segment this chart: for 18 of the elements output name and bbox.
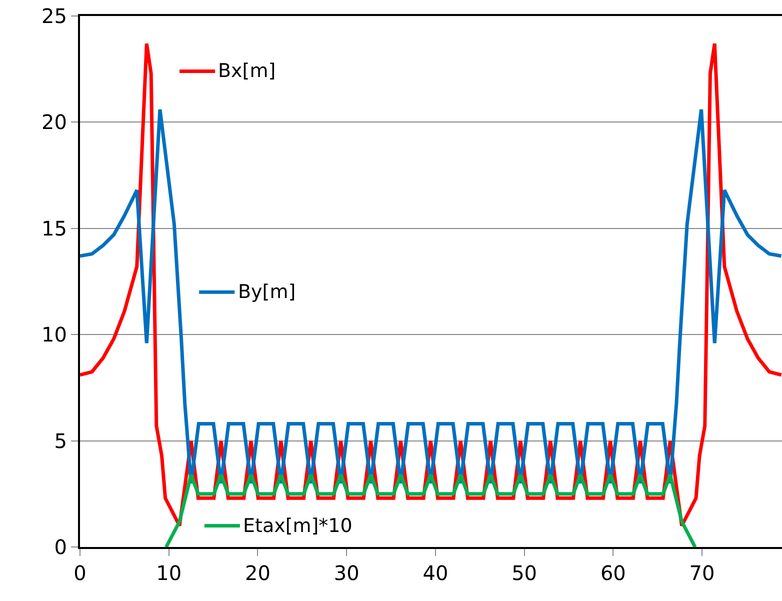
legend-label: Etax[m]*10: [243, 515, 352, 537]
x-tick-label: 20: [244, 561, 270, 585]
x-tick-label: 30: [334, 561, 360, 585]
y-tick-label: 5: [54, 428, 67, 453]
x-tick-label: 0: [74, 561, 86, 585]
x-tick-label: 40: [422, 561, 448, 585]
y-tick-label: 15: [42, 216, 67, 240]
legend-label: By[m]: [238, 281, 296, 303]
line-series: [164, 473, 697, 547]
legend-label: Bx[m]: [218, 60, 276, 82]
y-tick-label: 10: [42, 322, 67, 347]
x-tick-label: 10: [156, 561, 182, 585]
x-tick-label: 70: [689, 561, 715, 585]
y-tick-label: 0: [54, 535, 67, 559]
y-tick-label: 20: [42, 110, 67, 134]
y-tick-label: 25: [42, 4, 67, 28]
x-tick-label: 50: [512, 561, 538, 585]
x-tick-label: 60: [600, 561, 626, 585]
